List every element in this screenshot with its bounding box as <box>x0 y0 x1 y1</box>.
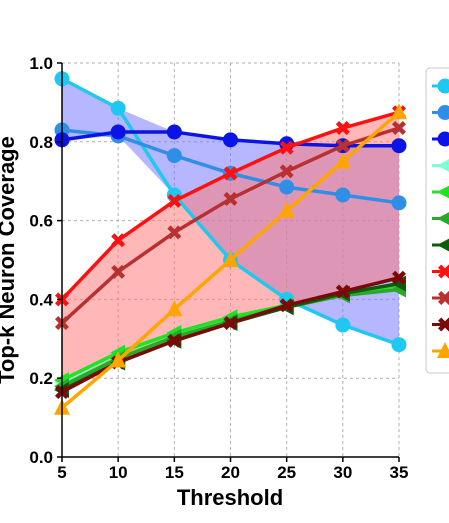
legend-marker <box>438 317 449 332</box>
data-point <box>279 164 294 179</box>
data-point <box>335 284 350 299</box>
legend-marker <box>437 238 449 252</box>
ticks-layer: 5 10 15 20 25 30 35 0.0 0.2 0.4 0.6 0.8 1.0 <box>29 54 408 482</box>
data-point <box>223 191 238 206</box>
legend-marker <box>437 212 449 225</box>
legend-marker <box>437 131 449 147</box>
x-tick-label: 10 <box>109 463 128 482</box>
x-tick-label: 35 <box>390 463 409 482</box>
data-point <box>167 225 182 240</box>
data-point <box>111 264 126 279</box>
series-layer <box>54 71 407 415</box>
data-point <box>335 187 351 203</box>
y-tick-label: 0.6 <box>29 212 53 231</box>
data-point <box>278 201 295 218</box>
y-axis-title: Top-k Neuron Coverage <box>0 136 19 384</box>
y-tick-label: 0.4 <box>29 290 53 309</box>
data-point <box>392 270 406 285</box>
data-point <box>391 138 407 154</box>
y-tick-label: 1.0 <box>29 54 53 73</box>
data-point <box>166 124 182 140</box>
data-point <box>279 179 295 195</box>
data-point <box>391 195 407 211</box>
data-point <box>279 140 294 155</box>
data-point <box>335 317 351 333</box>
x-tick-label: 25 <box>277 463 296 482</box>
data-point <box>223 166 238 181</box>
legend <box>425 67 449 374</box>
data-point <box>222 251 239 267</box>
data-point <box>167 333 182 348</box>
data-point <box>110 124 126 140</box>
legend-marker <box>437 159 449 172</box>
data-point <box>110 100 126 116</box>
data-point <box>279 298 294 313</box>
data-point <box>223 316 238 331</box>
data-point <box>335 121 350 136</box>
x-tick-label: 5 <box>57 463 66 482</box>
legend-marker <box>437 105 449 120</box>
data-point <box>391 337 407 353</box>
legend-marker <box>437 185 449 199</box>
legend-marker <box>437 342 449 358</box>
series-10 <box>54 103 407 415</box>
y-tick-label: 0.2 <box>29 369 53 388</box>
y-tick-label: 0.8 <box>29 133 53 152</box>
x-tick-label: 30 <box>333 463 352 482</box>
y-tick-label: 0.0 <box>29 448 53 467</box>
x-axis-title: Threshold <box>177 485 283 510</box>
data-point <box>167 193 182 208</box>
x-tick-label: 15 <box>165 463 184 482</box>
data-point <box>391 103 407 120</box>
legend-marker <box>437 78 449 94</box>
data-point <box>334 152 351 169</box>
data-point <box>111 233 126 248</box>
data-point <box>392 121 406 136</box>
series-8 <box>55 121 406 331</box>
data-point <box>166 148 182 164</box>
legend-marker <box>438 264 449 279</box>
legend-marker <box>438 291 449 305</box>
data-point <box>110 351 127 368</box>
x-tick-label: 20 <box>221 463 240 482</box>
data-point <box>166 300 183 317</box>
data-point <box>223 132 238 148</box>
data-point <box>335 138 350 153</box>
